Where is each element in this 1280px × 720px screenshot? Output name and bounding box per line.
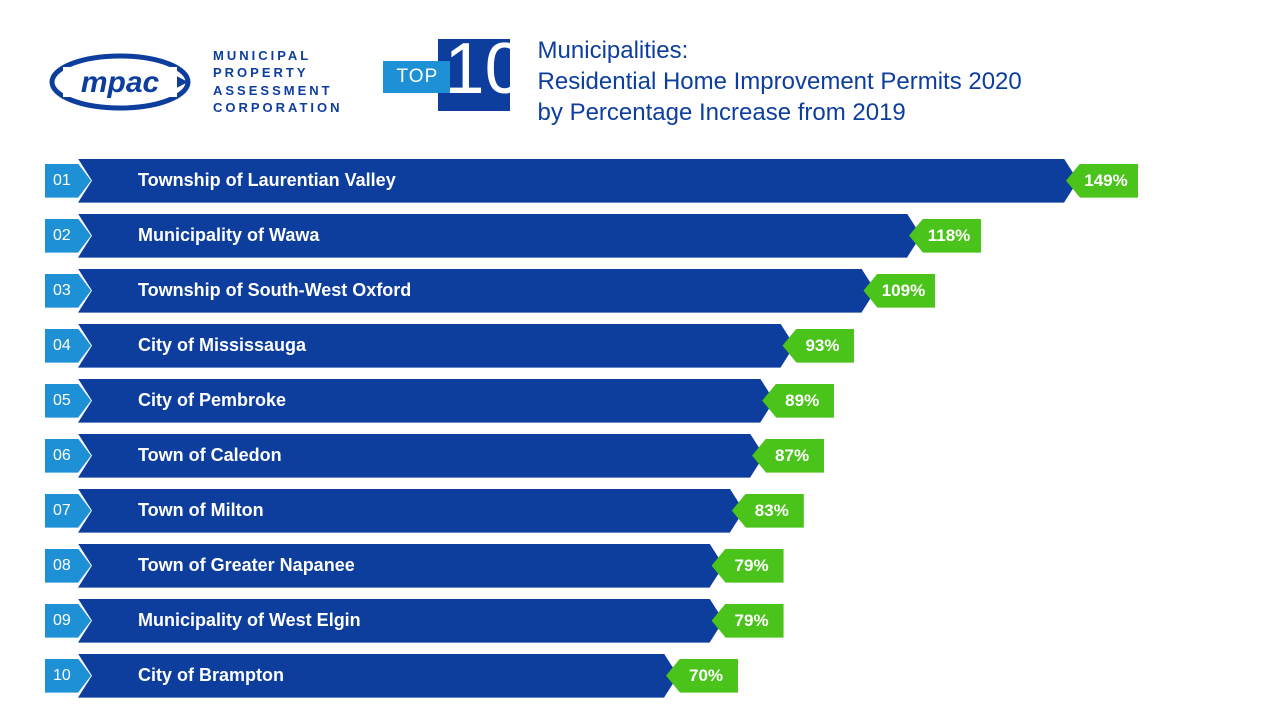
header: mpac MUNICIPAL PROPERTY ASSESSMENT CORPO… <box>0 0 1280 149</box>
bar: Municipality of West Elgin <box>78 599 724 643</box>
bar: Town of Caledon <box>78 434 764 478</box>
bar: Town of Milton <box>78 489 744 533</box>
rank-chip: 05 <box>45 384 91 418</box>
chart-row: Town of Milton07 83% <box>45 489 1240 533</box>
logo-tagline: MUNICIPAL PROPERTY ASSESSMENT CORPORATIO… <box>213 47 343 117</box>
pct-badge: 109% <box>863 274 935 308</box>
pct-badge: 70% <box>666 659 738 693</box>
chart-row: Town of Caledon06 87% <box>45 434 1240 478</box>
title-block: TOP 10 Municipalities: Residential Home … <box>383 35 1022 129</box>
title-line: Municipalities: <box>538 35 1022 66</box>
rank-chip: 01 <box>45 164 91 198</box>
pct-badge: 87% <box>752 439 824 473</box>
rank-chip: 09 <box>45 604 91 638</box>
chart-row: City of Mississauga04 93% <box>45 324 1240 368</box>
chart-row: Municipality of Wawa02 118% <box>45 214 1240 258</box>
bar: Township of South-West Oxford <box>78 269 875 313</box>
logo-text: mpac <box>81 66 160 99</box>
chart-row: Town of Greater Napanee08 79% <box>45 544 1240 588</box>
chart-row: City of Pembroke05 89% <box>45 379 1240 423</box>
badge-top-label: TOP <box>383 61 451 93</box>
top10-badge: TOP 10 <box>383 39 518 124</box>
logo-block: mpac MUNICIPAL PROPERTY ASSESSMENT CORPO… <box>45 47 343 117</box>
rank-chip: 02 <box>45 219 91 253</box>
tagline-line: ASSESSMENT <box>213 82 343 100</box>
chart-title: Municipalities: Residential Home Improve… <box>538 35 1022 129</box>
pct-badge: 149% <box>1066 164 1138 198</box>
badge-ten-label: 10 <box>445 33 525 105</box>
tagline-line: CORPORATION <box>213 99 343 117</box>
mpac-logo-icon: mpac <box>45 47 195 117</box>
pct-badge: 79% <box>712 549 784 583</box>
bar: City of Brampton <box>78 654 678 698</box>
bar: Town of Greater Napanee <box>78 544 724 588</box>
rank-chip: 04 <box>45 329 91 363</box>
rank-chip: 07 <box>45 494 91 528</box>
title-line: by Percentage Increase from 2019 <box>538 97 1022 128</box>
rank-chip: 06 <box>45 439 91 473</box>
tagline-line: PROPERTY <box>213 64 343 82</box>
pct-badge: 118% <box>909 219 981 253</box>
bar-chart: Township of Laurentian Valley01 149% Munic… <box>0 149 1280 698</box>
tagline-line: MUNICIPAL <box>213 47 343 65</box>
bar: City of Mississauga <box>78 324 794 368</box>
pct-badge: 89% <box>762 384 834 418</box>
chart-row: City of Brampton10 70% <box>45 654 1240 698</box>
title-line: Residential Home Improvement Permits 202… <box>538 66 1022 97</box>
pct-badge: 83% <box>732 494 804 528</box>
bar: Township of Laurentian Valley <box>78 159 1078 203</box>
pct-badge: 93% <box>782 329 854 363</box>
bar: City of Pembroke <box>78 379 774 423</box>
rank-chip: 10 <box>45 659 91 693</box>
pct-badge: 79% <box>712 604 784 638</box>
chart-row: Municipality of West Elgin09 79% <box>45 599 1240 643</box>
bar: Municipality of Wawa <box>78 214 921 258</box>
chart-row: Township of Laurentian Valley01 149% <box>45 159 1240 203</box>
rank-chip: 03 <box>45 274 91 308</box>
rank-chip: 08 <box>45 549 91 583</box>
chart-row: Township of South-West Oxford03 109% <box>45 269 1240 313</box>
